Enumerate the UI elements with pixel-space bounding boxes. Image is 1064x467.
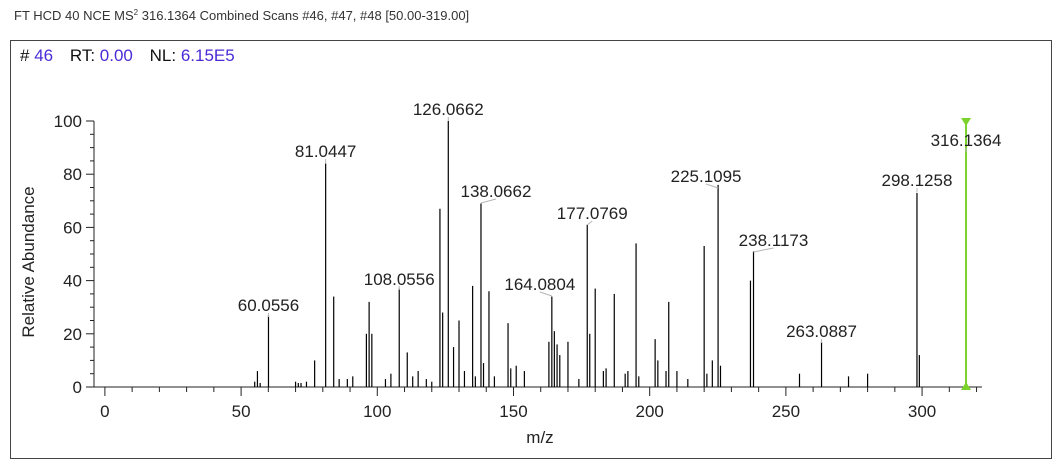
x-tick-label: 100 bbox=[363, 402, 391, 421]
peak-label: 126.0662 bbox=[413, 100, 484, 119]
peak-labels: 60.0556 81.0447 108.0556 126.0662 138.0662 16… bbox=[238, 100, 1002, 343]
y-tick-label: 60 bbox=[63, 218, 82, 237]
scan-info: # 46 RT: 0.00 NL: 6.15E5 bbox=[20, 46, 247, 66]
peaks bbox=[254, 118, 972, 390]
peak-label: 298.1258 bbox=[882, 171, 953, 190]
peak-label: 164.0804 bbox=[504, 275, 575, 294]
peak-label-connector bbox=[539, 291, 552, 297]
peak-label-connector bbox=[705, 183, 719, 189]
y-tick-label: 80 bbox=[63, 165, 82, 184]
x-tick-label: 300 bbox=[908, 402, 936, 421]
peak-label: 238.1173 bbox=[739, 231, 809, 250]
plot-frame bbox=[10, 40, 1052, 459]
peak-label: 263.0887 bbox=[786, 322, 857, 341]
peak-label: 225.1095 bbox=[671, 167, 742, 186]
peak-label: 316.1364 bbox=[931, 131, 1002, 150]
peak-label: 138.0662 bbox=[461, 182, 532, 201]
peak-label: 108.0556 bbox=[364, 270, 435, 289]
y-tick-label: 20 bbox=[63, 325, 82, 344]
precursor-top-marker bbox=[961, 118, 972, 126]
peak-label-connector bbox=[480, 198, 497, 204]
y-axis-label: Relative Abundance bbox=[19, 186, 38, 337]
axes: 0 50 100 150 200 250 300 0 20 40 60 80 100 bbox=[54, 112, 982, 421]
peak-label: 81.0447 bbox=[295, 142, 356, 161]
header-prefix: FT HCD 40 NCE MS bbox=[14, 8, 134, 23]
normalization-level-value: 6.15E5 bbox=[180, 46, 235, 65]
x-tick-label: 200 bbox=[635, 402, 663, 421]
scan-number-label: # bbox=[20, 46, 30, 65]
peak-label: 177.0769 bbox=[557, 204, 628, 223]
x-tick-label: 250 bbox=[772, 402, 800, 421]
y-tick-label: 40 bbox=[63, 272, 82, 291]
header-suffix: 316.1364 Combined Scans #46, #47, #48 [5… bbox=[141, 8, 470, 23]
x-tick-label: 0 bbox=[100, 402, 109, 421]
peak-label-connector bbox=[586, 220, 593, 226]
x-axis-label: m/z bbox=[526, 428, 553, 447]
y-tick-label: 100 bbox=[54, 112, 82, 131]
peak-label: 60.0556 bbox=[238, 296, 299, 315]
spectrum-header: FT HCD 40 NCE MS2 316.1364 Combined Scan… bbox=[14, 8, 469, 23]
ms-level-superscript: 2 bbox=[133, 8, 139, 17]
peak-label-connector bbox=[753, 247, 774, 253]
x-tick-label: 150 bbox=[499, 402, 527, 421]
precursor-bottom-marker bbox=[961, 382, 972, 390]
retention-time-value: 0.00 bbox=[99, 46, 133, 65]
retention-time-label: RT: bbox=[69, 46, 96, 65]
scan-number-value: 46 bbox=[34, 46, 54, 65]
y-tick-label: 0 bbox=[73, 378, 82, 397]
normalization-level-label: NL: bbox=[149, 46, 177, 65]
x-tick-label: 50 bbox=[232, 402, 251, 421]
